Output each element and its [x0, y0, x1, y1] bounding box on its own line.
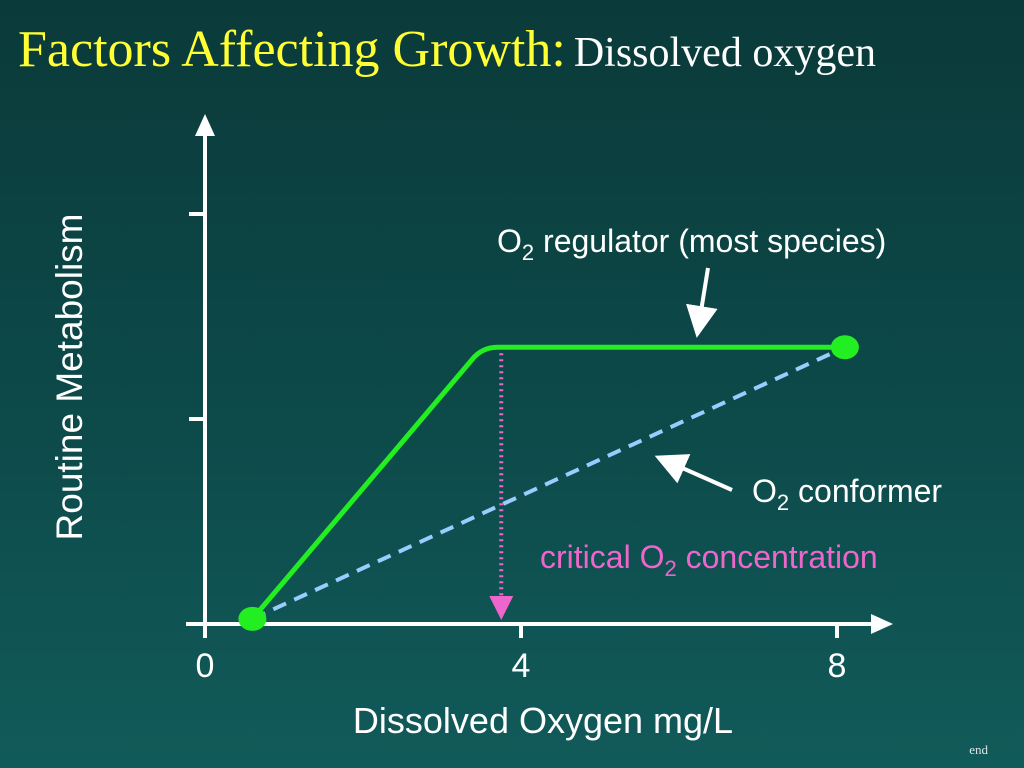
- regulator-pointer-arrow: [686, 267, 718, 338]
- x-axis-arrowhead: [871, 614, 893, 634]
- title-subtitle: Dissolved oxygen: [573, 30, 876, 76]
- critical-o2-annotation: critical O2 concentration: [540, 539, 878, 581]
- end-label[interactable]: end: [969, 742, 988, 757]
- start-point-marker: [238, 606, 267, 631]
- critical-o2-annotation-suffix: concentration: [677, 539, 878, 575]
- conformer-series-line: [251, 345, 846, 621]
- regulator-annotation: O2 regulator (most species): [497, 223, 886, 265]
- x-tick-label: 0: [196, 647, 215, 685]
- y-axis-label: Routine Metabolism: [49, 214, 90, 541]
- y-axis-arrowhead: [195, 114, 215, 136]
- slide-title: Factors Affecting Growth: Dissolved oxyg…: [18, 24, 876, 76]
- conformer-annotation-subscript: 2: [777, 490, 789, 515]
- x-tick-label: 4: [512, 647, 531, 685]
- critical-o2-annotation-subscript: 2: [664, 556, 676, 581]
- x-axis-label: Dissolved Oxygen mg/L: [353, 700, 733, 741]
- regulator-annotation-prefix: O: [497, 223, 522, 259]
- conformer-annotation: O2 conformer: [752, 473, 942, 515]
- regulator-series-line: [250, 344, 845, 621]
- conformer-annotation-prefix: O: [752, 473, 777, 509]
- conformer-pointer-arrow: [654, 454, 733, 492]
- end-point-marker: [830, 335, 859, 360]
- x-tick-label: 8: [828, 647, 847, 685]
- title-main: Factors Affecting Growth:: [18, 21, 566, 78]
- regulator-annotation-subscript: 2: [522, 240, 534, 265]
- critical-o2-annotation-prefix: critical O: [540, 539, 664, 575]
- regulator-annotation-suffix: regulator (most species): [534, 223, 886, 259]
- conformer-annotation-suffix: conformer: [789, 473, 942, 509]
